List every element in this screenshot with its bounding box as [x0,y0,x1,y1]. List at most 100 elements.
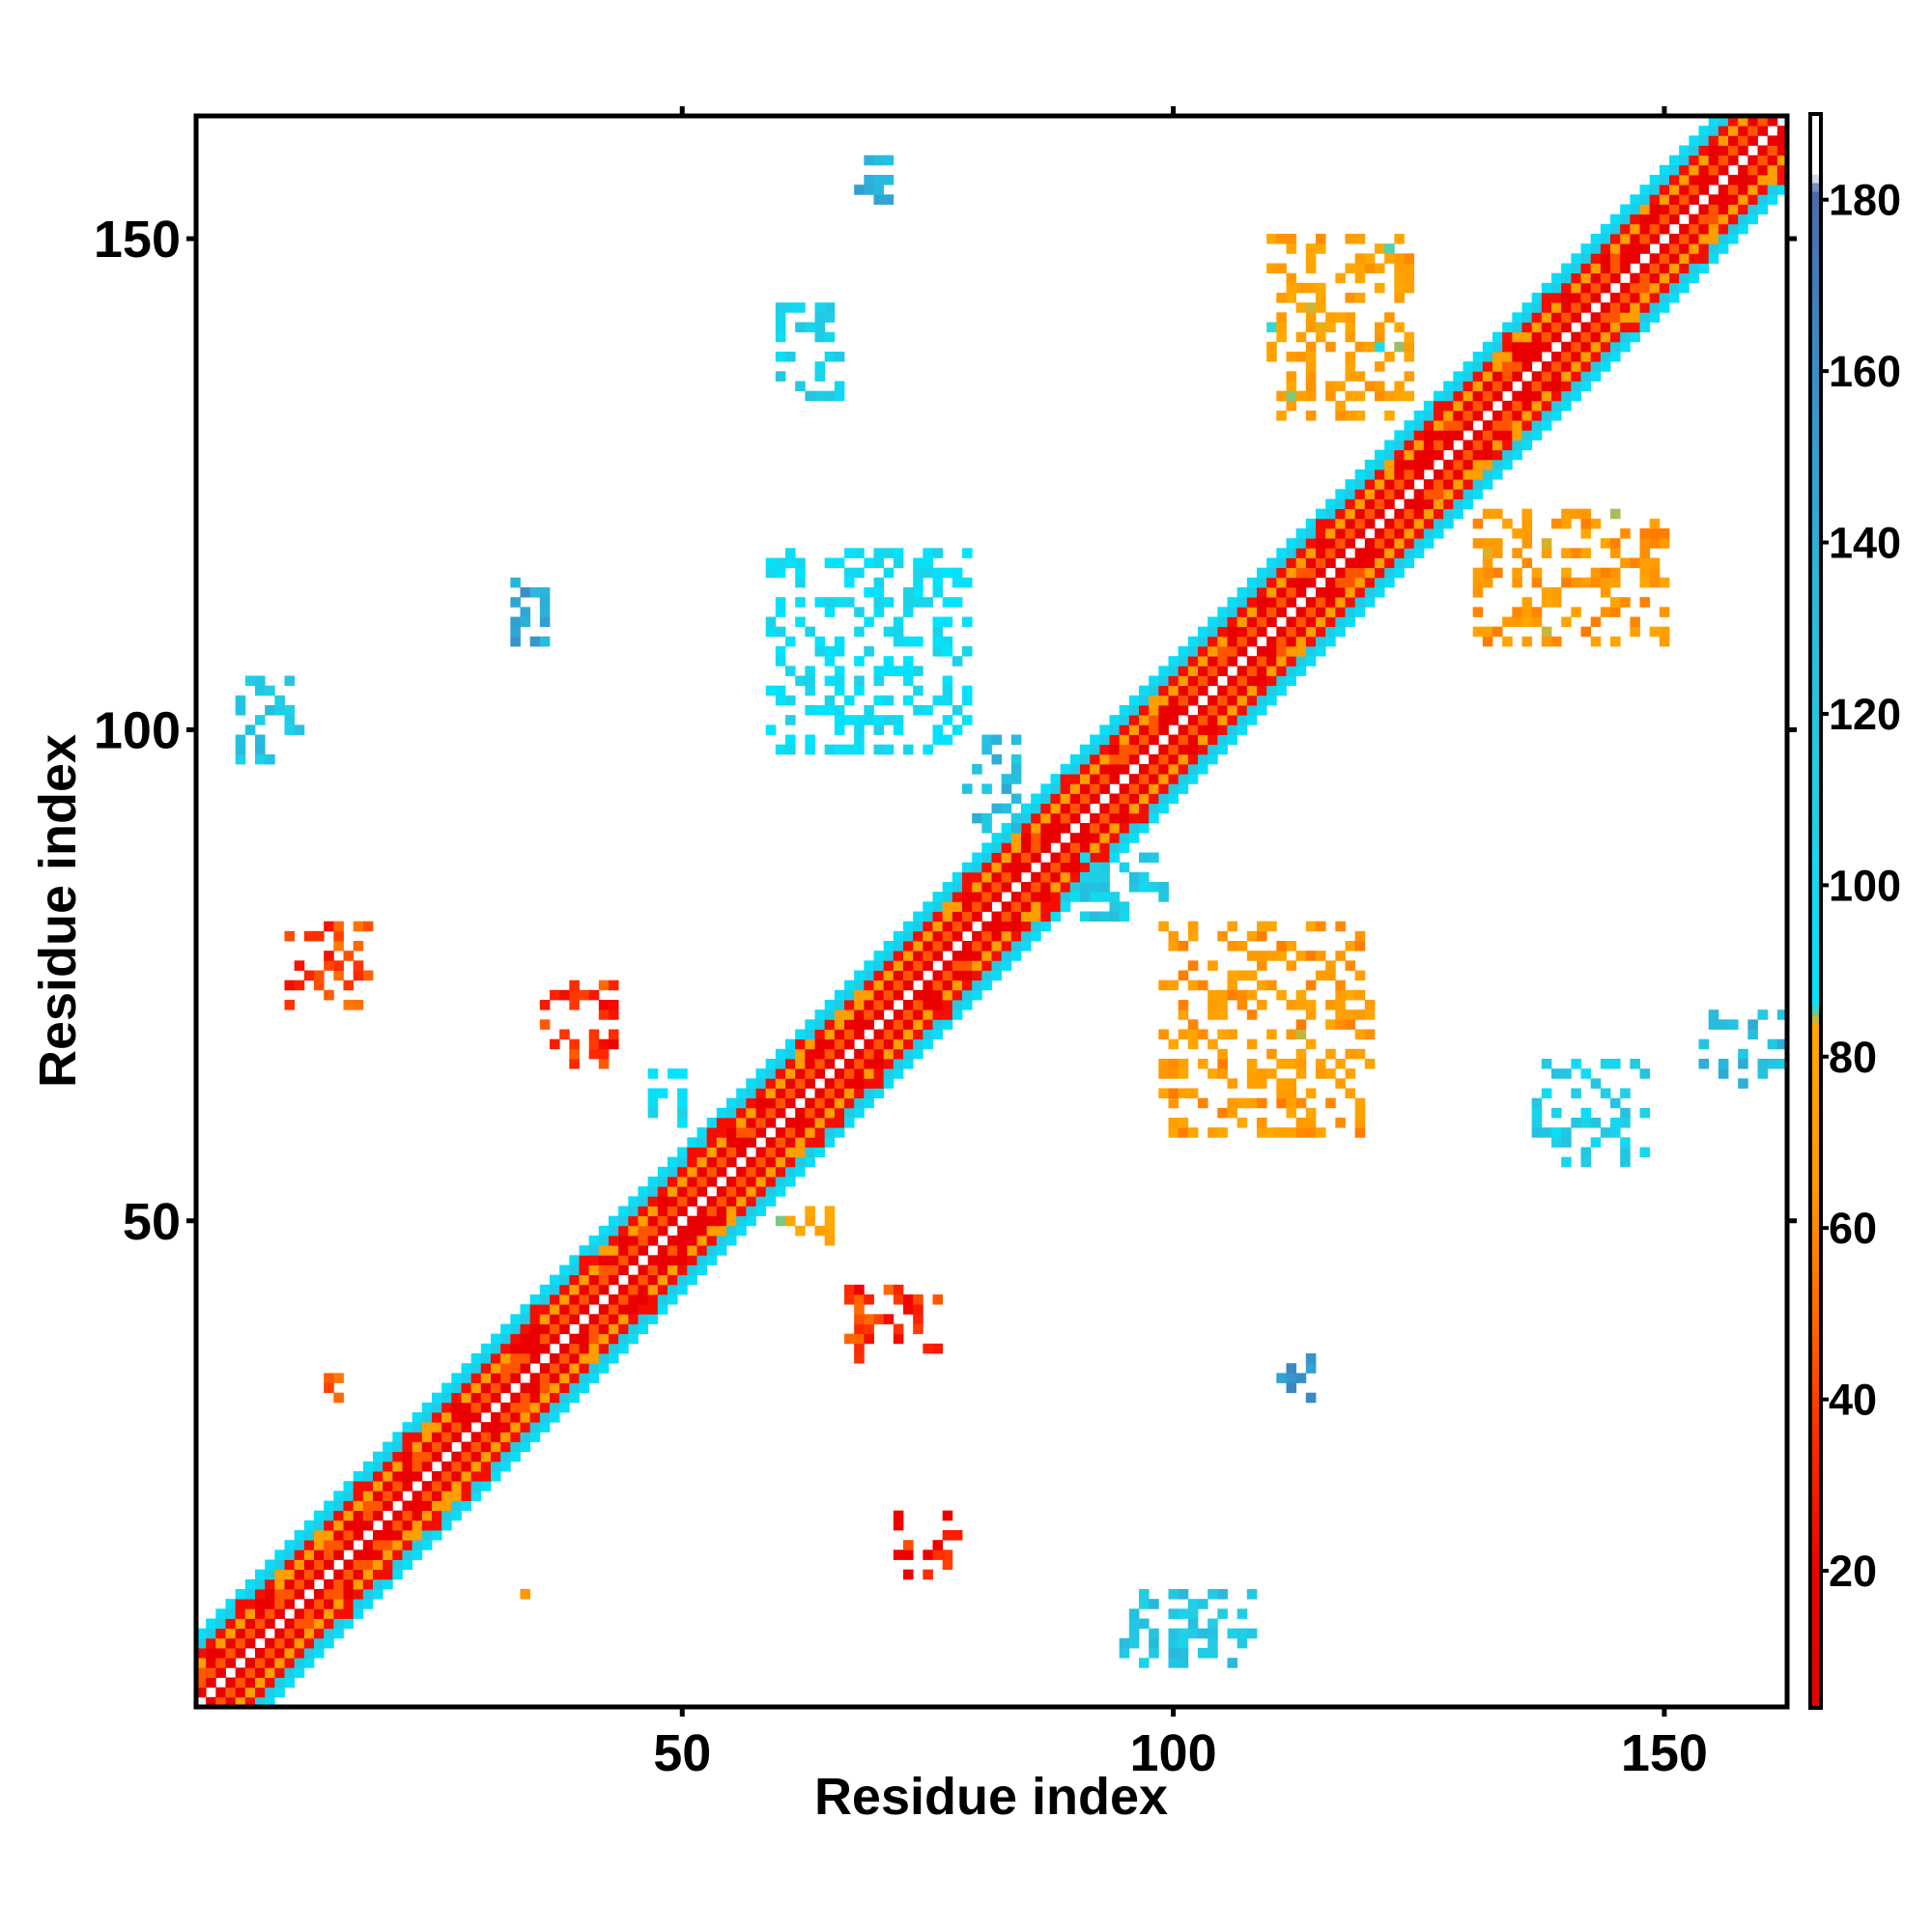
contact-cell [520,587,531,598]
contact-cell [255,685,266,696]
contact-cell [1521,508,1533,520]
contact-cell [1119,911,1130,923]
contact-cell [1246,1038,1258,1050]
colorbar-segment [1810,1142,1821,1151]
band-cell [805,1068,815,1079]
band-cell [1168,715,1179,725]
band-cell [470,1481,482,1492]
band-cell [1128,715,1140,725]
contact-cell [913,597,923,608]
band-cell [1708,155,1719,166]
band-cell [1639,234,1651,244]
band-cell [726,1137,737,1148]
contact-cell [1394,272,1405,284]
contact-cell [942,567,953,579]
band-cell [559,1343,570,1354]
band-cell [893,960,904,971]
band-cell [1659,213,1670,225]
band-cell [844,1000,855,1010]
contact-cell [1178,1000,1189,1010]
band-cell [529,1333,541,1345]
band-cell [1689,253,1699,264]
band-cell [981,892,992,902]
colorbar-segment [1810,962,1821,972]
band-cell [274,1589,285,1600]
band-cell [814,1097,826,1109]
band-cell [1482,449,1493,461]
contact-cell [1659,636,1670,647]
band-cell [972,960,982,971]
contact-cell [1630,1059,1640,1069]
band-cell [1335,489,1346,499]
band-cell [775,1088,786,1099]
band-cell [402,1549,413,1560]
band-cell [1620,341,1631,353]
band-cell [755,1078,767,1089]
band-cell [343,1608,355,1619]
contact-cell [668,1068,678,1079]
band-cell [775,1147,786,1158]
band-cell [1286,538,1297,549]
band-cell [1139,803,1150,814]
contact-cell [1286,272,1297,284]
band-cell [1001,862,1012,873]
band-cell [1580,352,1592,362]
band-cell [795,1088,806,1099]
contact-cell [1246,951,1258,961]
contact-cell [1335,1078,1346,1089]
band-cell [903,941,914,952]
band-cell [903,1019,914,1030]
band-cell [470,1471,482,1482]
band-cell [1531,352,1543,362]
contact-cell [1571,508,1581,520]
contact-cell [588,989,600,1001]
contact-cell [1246,1009,1258,1020]
band-cell [500,1422,511,1433]
band-cell [1090,753,1100,765]
contact-cell [873,607,885,617]
contact-cell [333,930,344,942]
band-cell [647,1225,659,1236]
contact-cell [1354,293,1366,303]
contact-cell [775,695,786,706]
contact-cell [962,646,973,657]
band-cell [1217,626,1228,638]
band-cell [1246,685,1258,696]
contact-cell [324,1382,334,1394]
band-cell [923,1019,933,1030]
band-cell [314,1618,325,1630]
band-cell [726,1147,737,1158]
contact-cell [1217,1608,1228,1619]
band-cell [598,1353,610,1364]
band-cell [412,1412,423,1423]
band-cell [864,1078,874,1089]
band-cell [1364,597,1376,608]
contact-cell [1610,1059,1621,1069]
band-cell [903,921,914,932]
band-cell [1502,331,1513,343]
band-cell [1168,656,1179,667]
contact-cell [972,764,982,775]
contact-cell [1178,1608,1189,1619]
band-cell [805,1118,815,1128]
contact-cell [952,567,963,579]
colorbar-segment [1810,405,1821,415]
band-cell [1090,783,1100,794]
band-cell [647,1294,659,1305]
band-cell [314,1559,325,1571]
contact-cell [1276,411,1287,421]
band-cell [402,1481,413,1492]
band-cell [1463,498,1474,510]
contact-cell [1128,1628,1140,1639]
band-cell [647,1264,659,1276]
band-cell [1178,774,1189,784]
band-cell [1208,695,1218,706]
contact-cell [1119,1637,1130,1649]
band-cell [274,1637,285,1649]
colorbar-segment [1810,842,1821,852]
contact-cell [1482,636,1493,647]
colorbar-segment [1810,1356,1821,1366]
band-cell [539,1402,551,1413]
band-cell [225,1628,237,1639]
band-cell [412,1432,423,1442]
